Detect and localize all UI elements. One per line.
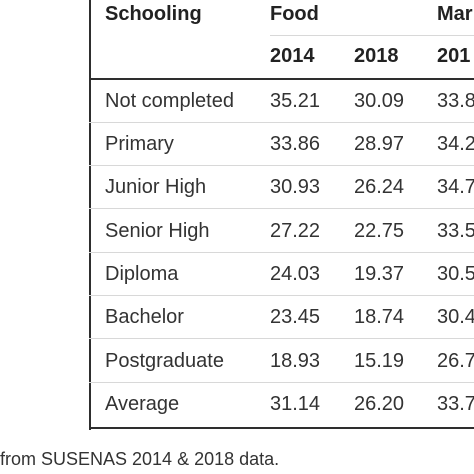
header-group-rule xyxy=(270,35,474,36)
row-label: Postgraduate xyxy=(105,350,224,372)
row-value: 19.37 xyxy=(354,263,405,285)
row-value: 33.86 xyxy=(270,133,321,155)
row-value: 30.93 xyxy=(270,176,321,198)
table-bottom-rule xyxy=(89,427,474,429)
row-value: 34.7 xyxy=(437,176,474,198)
row-value: 26.24 xyxy=(354,176,405,198)
row-value: 22.75 xyxy=(354,220,405,242)
row-label: Diploma xyxy=(105,263,179,285)
row-value: 18.74 xyxy=(354,306,405,328)
table-vertical-rule xyxy=(89,0,91,430)
row-value: 18.93 xyxy=(270,350,321,372)
row-label: Average xyxy=(105,393,180,415)
row-value: 31.14 xyxy=(270,393,321,415)
row-value: 24.03 xyxy=(270,263,321,285)
row-divider xyxy=(89,252,474,253)
row-value: 34.2 xyxy=(437,133,474,155)
row-value: 30.4 xyxy=(437,306,474,328)
header-group-mar: Mar xyxy=(437,3,473,25)
header-bottom-rule xyxy=(89,78,474,80)
row-label: Bachelor xyxy=(105,306,184,328)
row-value: 23.45 xyxy=(270,306,321,328)
data-table: Schooling Food Mar 2014 2018 201 Not com… xyxy=(89,0,474,430)
row-value: 30.5 xyxy=(437,263,474,285)
row-value: 15.19 xyxy=(354,350,405,372)
source-note: from SUSENAS 2014 & 2018 data. xyxy=(0,449,280,469)
row-value: 26.20 xyxy=(354,393,405,415)
header-year-2014: 2014 xyxy=(270,45,315,67)
header-year-2018: 2018 xyxy=(354,45,399,67)
row-divider xyxy=(89,208,474,209)
header-group-food: Food xyxy=(270,3,319,25)
row-value: 35.21 xyxy=(270,90,321,112)
row-value: 33.5 xyxy=(437,220,474,242)
row-label: Senior High xyxy=(105,220,210,242)
row-divider xyxy=(89,338,474,339)
row-label: Primary xyxy=(105,133,174,155)
row-divider xyxy=(89,165,474,166)
row-divider xyxy=(89,295,474,296)
header-schooling: Schooling xyxy=(105,3,202,25)
row-value: 27.22 xyxy=(270,220,321,242)
row-divider xyxy=(89,382,474,383)
row-label: Not completed xyxy=(105,90,234,112)
row-value: 30.09 xyxy=(354,90,405,112)
row-label: Junior High xyxy=(105,176,207,198)
row-value: 28.97 xyxy=(354,133,405,155)
row-value: 33.7 xyxy=(437,393,474,415)
row-divider xyxy=(89,122,474,123)
row-value: 26.7 xyxy=(437,350,474,372)
header-year-201: 201 xyxy=(437,45,471,67)
row-value: 33.8 xyxy=(437,90,474,112)
